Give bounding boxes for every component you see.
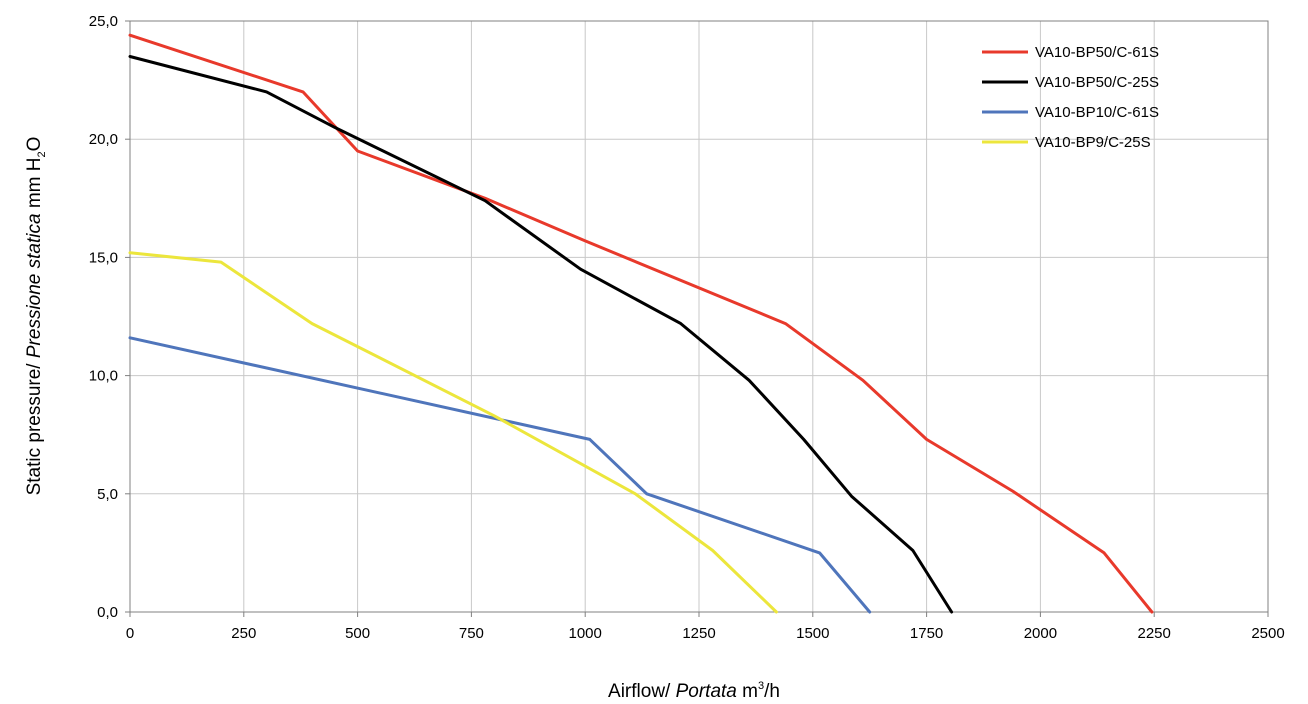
x-axis-unit: m: [742, 681, 758, 702]
y-axis-title-main: Static pressure: [24, 369, 45, 496]
legend-label: VA10-BP9/C-25S: [1035, 134, 1151, 151]
series-line-2: [128, 55, 954, 614]
x-tick-label: 1750: [910, 625, 943, 642]
series-lines: [128, 33, 1154, 614]
y-tick-label: 15,0: [89, 249, 118, 266]
x-tick-label: 0: [126, 625, 134, 642]
y-tick-label: 0,0: [97, 604, 118, 621]
y-axis-unit-o: O: [24, 137, 45, 152]
legend-label: VA10-BP50/C-61S: [1035, 44, 1159, 61]
x-tick-label: 2500: [1251, 625, 1284, 642]
y-axis-title-italic: Pressione statica: [24, 213, 45, 358]
y-axis-ticks: 0,0 5,0 10,0 15,0 20,0 25,0: [89, 13, 130, 621]
y-axis-unit-sub: 2: [36, 151, 48, 157]
y-tick-label: 10,0: [89, 368, 118, 385]
x-axis-title-italic: Portata: [676, 681, 737, 702]
x-tick-label: 250: [231, 625, 256, 642]
y-tick-label: 5,0: [97, 486, 118, 503]
x-tick-label: 750: [459, 625, 484, 642]
y-tick-label: 20,0: [89, 131, 118, 148]
x-axis-title-main: Airflow: [608, 681, 665, 702]
x-tick-label: 1000: [569, 625, 602, 642]
x-axis-unit-sup: 3: [758, 680, 764, 692]
y-axis-unit: mm: [24, 177, 45, 209]
x-tick-label: 500: [345, 625, 370, 642]
y-axis-unit-h: H: [24, 157, 45, 171]
legend: VA10-BP50/C-61S VA10-BP50/C-25S VA10-BP10/…: [982, 44, 1159, 151]
x-tick-label: 2000: [1024, 625, 1057, 642]
x-axis-title: Airflow/ Portata m3/h: [608, 680, 780, 702]
x-axis-unit-tail: h: [769, 681, 780, 702]
legend-label: VA10-BP10/C-61S: [1035, 104, 1159, 121]
series-line-4: [128, 251, 778, 614]
x-tick-label: 2250: [1138, 625, 1171, 642]
x-axis-ticks: 0 250 500 750 1000 1250 1500 1750 2000 2250 2500: [126, 612, 1285, 642]
series-line-3: [128, 336, 872, 614]
legend-label: VA10-BP50/C-25S: [1035, 74, 1159, 91]
y-axis-title: Static pressure/ Pressione statica mm H2…: [24, 137, 48, 496]
x-tick-label: 1250: [682, 625, 715, 642]
x-tick-label: 1500: [796, 625, 829, 642]
y-tick-label: 25,0: [89, 13, 118, 30]
